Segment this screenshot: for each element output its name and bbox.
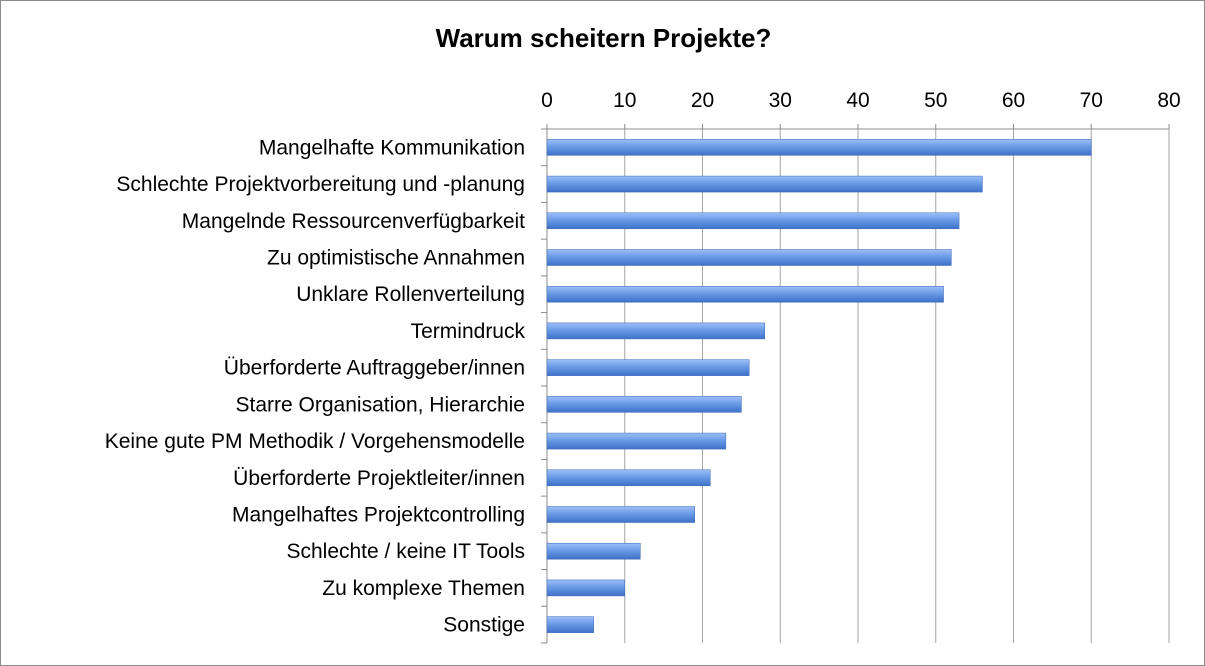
- bar: [546, 616, 594, 633]
- bar: [546, 506, 695, 523]
- bar: [546, 139, 1092, 156]
- category-label: Unklare Rollenverteilung: [296, 283, 525, 306]
- category-label: Mangelnde Ressourcenverfügbarkeit: [182, 210, 525, 233]
- bar: [546, 359, 750, 376]
- bar: [546, 542, 641, 560]
- bar: [546, 249, 952, 266]
- x-tick-label: 40: [846, 89, 869, 112]
- bar: [546, 579, 625, 597]
- chart-title: Warum scheitern Projekte?: [435, 23, 772, 53]
- bar: [546, 396, 742, 413]
- category-label: Keine gute PM Methodik / Vorgehensmodell…: [105, 430, 525, 453]
- x-tick-label: 70: [1080, 89, 1103, 112]
- bar: [546, 285, 944, 303]
- category-label: Mangelhaftes Projektcontrolling: [232, 504, 525, 527]
- bar: [546, 432, 727, 450]
- category-label: Überforderte Auftraggeber/innen: [224, 357, 525, 380]
- x-tick-label: 80: [1157, 89, 1180, 112]
- x-tick-label: 10: [613, 89, 636, 112]
- x-tick-label: 60: [1002, 89, 1025, 112]
- bar: [546, 322, 765, 340]
- x-tick-label: 50: [924, 89, 947, 112]
- category-label: Termindruck: [411, 320, 526, 343]
- category-label: Zu komplexe Themen: [322, 577, 525, 600]
- x-tick-label: 0: [541, 89, 553, 112]
- category-label: Sonstige: [443, 614, 525, 637]
- category-label: Schlechte / keine IT Tools: [286, 540, 525, 563]
- bar: [546, 469, 711, 487]
- category-label: Starre Organisation, Hierarchie: [236, 393, 525, 416]
- gridlines: [546, 129, 1170, 643]
- x-tick-label: 30: [769, 89, 792, 112]
- category-label: Schlechte Projektvorbereitung und -planu…: [116, 173, 525, 196]
- bar: [546, 212, 960, 230]
- x-tick-label: 20: [691, 89, 714, 112]
- bar: [546, 175, 983, 193]
- labels: 0 10 20 30 40 50 60 70 80 Mangelhafte Kommunikati…: [105, 89, 1181, 637]
- category-label: Mangelhafte Kommunikation: [259, 136, 525, 159]
- category-label: Überforderte Projektleiter/innen: [233, 467, 525, 490]
- axes: [541, 124, 1170, 644]
- category-label: Zu optimistische Annahmen: [267, 247, 525, 270]
- bars: [546, 139, 1092, 633]
